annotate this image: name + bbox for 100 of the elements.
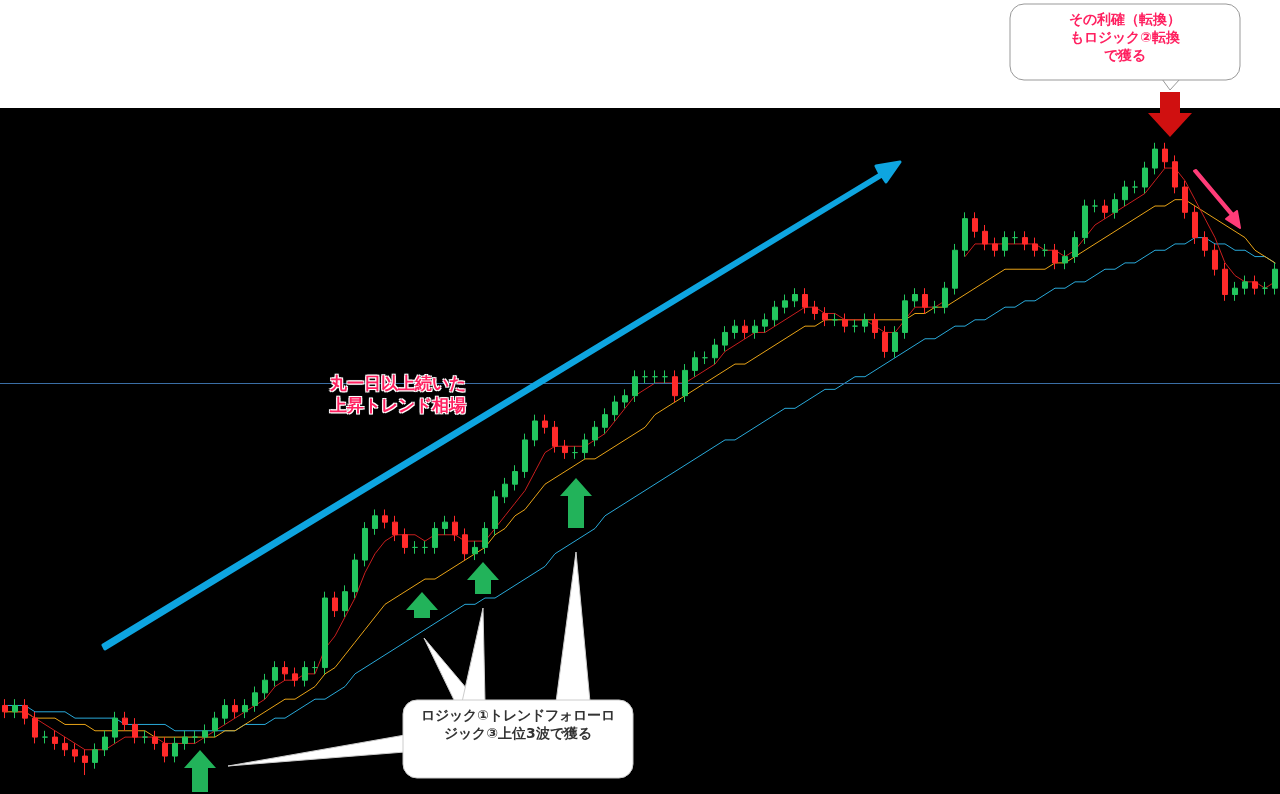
candlestick (152, 730, 158, 751)
candlestick (592, 420, 598, 447)
candlestick (852, 319, 858, 333)
candlestick (122, 711, 128, 732)
candlestick (232, 698, 238, 719)
candlestick (792, 287, 798, 308)
candlestick (142, 730, 148, 744)
candlestick (742, 319, 748, 340)
candlestick (652, 369, 658, 384)
candlestick (1122, 180, 1128, 207)
candlestick (992, 237, 998, 258)
candlestick (272, 660, 278, 688)
candlestick (22, 698, 28, 725)
candlestick (462, 527, 468, 561)
candlestick (922, 287, 928, 314)
candlestick (512, 464, 518, 492)
candlestick (402, 527, 408, 555)
candlestick (872, 312, 878, 340)
candlestick (1262, 281, 1268, 296)
candlestick (482, 521, 488, 555)
candlestick (422, 540, 428, 555)
candlestick (322, 591, 328, 675)
candlestick (862, 312, 868, 333)
candlestick (312, 660, 318, 675)
candlestick (522, 433, 528, 479)
candlestick (162, 736, 168, 763)
candlestick (92, 742, 98, 770)
candlestick (562, 439, 568, 460)
candlestick (252, 686, 258, 713)
candlestick (202, 723, 208, 744)
candlestick (1212, 243, 1218, 277)
candlestick (72, 742, 78, 763)
candlestick (362, 521, 368, 567)
candlestick (192, 730, 198, 744)
candlestick (32, 711, 38, 744)
candlestick (132, 717, 138, 744)
candlestick (552, 420, 558, 454)
candlestick (1152, 142, 1158, 175)
candlestick (412, 540, 418, 555)
candlestick (1052, 243, 1058, 270)
candlestick (712, 338, 718, 365)
candlestick (802, 287, 808, 314)
candlestick (782, 294, 788, 314)
candlestick (582, 433, 588, 460)
candlestick (752, 319, 758, 340)
candlestick (302, 660, 308, 688)
candlestick (1062, 249, 1068, 270)
candlestick (492, 490, 498, 536)
candlestick (972, 211, 978, 239)
candlestick (692, 350, 698, 378)
candlestick (472, 540, 478, 561)
candlestick (42, 730, 48, 744)
candlestick (182, 730, 188, 751)
candlestick (642, 369, 648, 384)
candlestick (502, 477, 508, 504)
candlestick (982, 224, 988, 251)
candlestick (932, 300, 938, 314)
candlestick (242, 698, 248, 719)
candlestick (892, 325, 898, 359)
candlestick (702, 350, 708, 365)
candlestick (952, 243, 958, 296)
candlestick (602, 407, 608, 435)
candlestick (1222, 262, 1228, 302)
candlestick (532, 414, 538, 447)
candlestick (572, 445, 578, 460)
candlestick (882, 325, 888, 359)
candlestick (1272, 262, 1278, 296)
candlestick (352, 553, 358, 599)
candlestick (392, 515, 398, 542)
candlestick (1072, 230, 1078, 264)
candlestick (832, 312, 838, 327)
candlestick (772, 300, 778, 327)
candlestick (1162, 142, 1168, 169)
candlestick (62, 736, 68, 757)
candlestick (812, 300, 818, 321)
candlestick (942, 281, 948, 314)
candlestick (822, 306, 828, 327)
candlestick (212, 711, 218, 738)
candlestick (682, 363, 688, 403)
candlestick (172, 736, 178, 763)
candlestick (112, 711, 118, 744)
candlestick (82, 749, 88, 776)
candlestick (452, 515, 458, 542)
candlestick (1192, 205, 1198, 245)
candlestick (912, 287, 918, 308)
candlestick (542, 414, 548, 435)
candlestick (622, 388, 628, 409)
candlestick (222, 698, 228, 725)
candlestick (442, 515, 448, 536)
candlestick (1232, 281, 1238, 302)
candlestick (2, 698, 8, 719)
candlestick (292, 667, 298, 688)
candlestick (1012, 230, 1018, 245)
candlestick (1042, 243, 1048, 258)
candlestick (102, 730, 108, 757)
candlestick (1092, 199, 1098, 213)
candlestick (1142, 161, 1148, 194)
candlestick (52, 730, 58, 751)
candlestick (842, 312, 848, 333)
candlestick (382, 508, 388, 529)
